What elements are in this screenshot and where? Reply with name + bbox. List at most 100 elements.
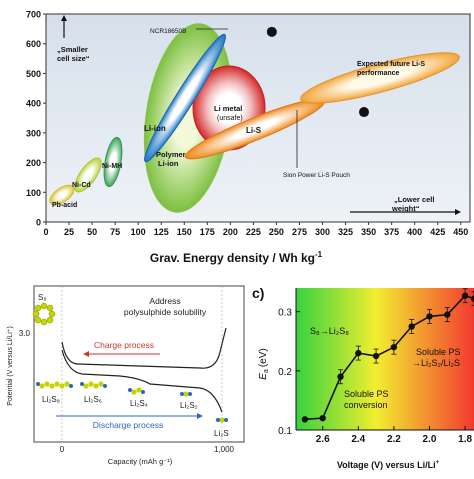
future-li-s-region xyxy=(300,52,460,104)
battery-x-axis-label: Capacity (mAh g⁻¹) xyxy=(108,457,173,466)
lower-weight-annotation-line2: weight“ xyxy=(391,204,420,213)
annotation-soluble-line2: conversion xyxy=(344,400,388,410)
annotation-s8-li2s8: S₈→Li₂S₈ xyxy=(310,326,349,336)
ragone-x-tick-label: 50 xyxy=(87,227,97,237)
charge-curve xyxy=(61,327,227,369)
ragone-x-tick-label: 325 xyxy=(338,227,353,237)
discharge-curve xyxy=(61,349,223,413)
s8-label: S₈ xyxy=(38,293,47,302)
ragone-x-tick-label: 300 xyxy=(315,227,330,237)
ragone-data-point xyxy=(266,26,277,37)
address-title-line2: polysulphide solubility xyxy=(124,307,207,317)
li-ion-label: Li-ion xyxy=(144,124,166,133)
ncr-label: NCR18650B xyxy=(150,28,187,35)
smaller-size-annotation-line1: „Smaller xyxy=(57,45,88,54)
battery-y-tick: 3.0 xyxy=(19,329,31,338)
species-label-li2s4: Li₂S₄ xyxy=(130,399,148,408)
ragone-x-tick-label: 75 xyxy=(110,227,120,237)
annotation-solid-line1: Soluble PS xyxy=(416,347,461,357)
activation-barrier-plot: c) 0.1 0.2 0.3 2.6 2.4 2.2 2.0 1.8 S₈→Li₂S₈ So… xyxy=(248,280,474,474)
barrier-plot-area xyxy=(296,288,474,430)
barrier-x-tick-label: 2.6 xyxy=(316,434,330,445)
ragone-y-tick-label: 700 xyxy=(26,10,41,20)
ragone-y-tick-label: 100 xyxy=(26,188,41,198)
li-metal-label-line2: (unsafe) xyxy=(217,115,243,122)
barrier-x-axis: 2.6 2.4 2.2 2.0 1.8 xyxy=(316,426,472,445)
species-label-li2s2: Li₂S₂ xyxy=(180,401,198,410)
ni-mh-label: Ni-MH xyxy=(102,163,122,170)
discharge-arrowhead xyxy=(197,413,203,419)
barrier-data-point xyxy=(461,292,469,299)
future-label-line2: performance xyxy=(357,70,400,77)
ragone-x-tick-label: 175 xyxy=(200,227,215,237)
li-s-label: Li-S xyxy=(246,126,262,135)
annotation-solid-line2: →Li₂S₂/Li₂S xyxy=(412,358,460,368)
li2s4-chain-icon xyxy=(128,387,145,395)
li2s2-chain-icon xyxy=(180,391,192,397)
ragone-y-tick-label: 300 xyxy=(26,128,41,138)
barrier-data-point xyxy=(319,414,326,422)
barrier-data-point xyxy=(408,323,415,330)
ragone-x-tick-label: 250 xyxy=(269,227,284,237)
barrier-x-tick-label: 2.4 xyxy=(351,434,365,445)
annotation-soluble-line1: Soluble PS xyxy=(344,389,389,399)
li2s8-chain-icon xyxy=(36,381,73,389)
barrier-data-point xyxy=(470,295,474,302)
smaller-size-arrowhead xyxy=(61,15,67,21)
ni-cd-region xyxy=(74,157,102,193)
ni-cd-label: Ni-Cd xyxy=(72,182,91,189)
ragone-svg: 0 100 200 300 400 500 600 700 0 25 50 75 100 125 150 1… xyxy=(26,10,471,265)
ragone-x-tick-label: 200 xyxy=(223,227,238,237)
ragone-y-tick-label: 0 xyxy=(36,218,41,228)
ragone-x-tick-label: 450 xyxy=(453,227,468,237)
ragone-y-tick-label: 200 xyxy=(26,158,41,168)
ragone-x-tick-label: 100 xyxy=(131,227,146,237)
charge-arrowhead xyxy=(83,351,89,357)
panel-label-c: c) xyxy=(252,285,264,301)
species-label-li2s6: Li₂S₆ xyxy=(84,395,102,404)
ragone-x-tick-label: 25 xyxy=(64,227,74,237)
barrier-data-point xyxy=(390,343,398,351)
barrier-series xyxy=(301,288,474,423)
ragone-x-tick-label: 225 xyxy=(246,227,261,237)
ni-mh-region xyxy=(103,136,123,188)
s8-ring-icon xyxy=(32,302,56,326)
ragone-x-tick-label: 425 xyxy=(430,227,445,237)
barrier-svg: c) 0.1 0.2 0.3 2.6 2.4 2.2 2.0 1.8 S₈→Li₂S₈ So… xyxy=(252,285,474,470)
battery-x-tick-1000: 1,000 xyxy=(214,445,235,454)
ragone-plot: 0 100 200 300 400 500 600 700 0 25 50 75 100 125 150 1… xyxy=(26,10,471,265)
ragone-y-tick-label: 400 xyxy=(26,99,41,109)
barrier-data-point xyxy=(355,349,362,357)
battery-x-tick-0: 0 xyxy=(60,445,65,454)
barrier-data-point xyxy=(301,416,309,423)
barrier-y-axis: 0.1 0.2 0.3 xyxy=(278,308,300,437)
battery-y-axis-label: Potential (V versus Li/Li⁺) xyxy=(7,326,14,406)
polymer-label-line1: Polymer xyxy=(156,150,186,159)
ragone-x-tick-label: 350 xyxy=(361,227,376,237)
li-metal-label-line1: Li metal xyxy=(214,104,242,113)
smaller-size-annotation-line2: cell size“ xyxy=(57,54,90,63)
barrier-x-axis-label: Voltage (V) versus Li/Li+ xyxy=(337,460,440,470)
species-label-li2s8: Li₂S₈ xyxy=(42,395,60,404)
li-ion-region xyxy=(144,33,226,163)
barrier-x-tick-label: 1.8 xyxy=(458,434,472,445)
ragone-y-axis: 0 100 200 300 400 500 600 700 xyxy=(26,10,46,228)
future-label-line1: Expected future Li-S xyxy=(357,61,425,68)
ragone-x-tick-label: 275 xyxy=(292,227,307,237)
ragone-points xyxy=(266,26,369,118)
ragone-x-tick-label: 125 xyxy=(154,227,169,237)
barrier-x-tick-label: 2.0 xyxy=(423,434,437,445)
barrier-x-tick-label: 2.2 xyxy=(387,434,401,445)
barrier-data-point xyxy=(337,373,344,380)
sion-label: Sion Power Li-S Pouch xyxy=(283,172,350,179)
ragone-x-tick-label: 400 xyxy=(407,227,422,237)
ragone-data-point xyxy=(359,107,369,118)
species-label-li2s: Li₂S xyxy=(214,429,229,438)
ragone-x-tick-label: 0 xyxy=(43,227,48,237)
li2s-chain-icon xyxy=(216,417,228,423)
barrier-y-tick-label: 0.3 xyxy=(278,308,292,319)
battery-schematic: S₈ Li₂S₈ Li₂S₆ Li₂S₄ Li₂S₂ Li₂S Address … xyxy=(0,280,248,474)
pb-acid-label: Pb-acid xyxy=(52,202,77,209)
address-title-line1: Address xyxy=(149,296,180,306)
lower-weight-arrowhead xyxy=(455,209,461,215)
